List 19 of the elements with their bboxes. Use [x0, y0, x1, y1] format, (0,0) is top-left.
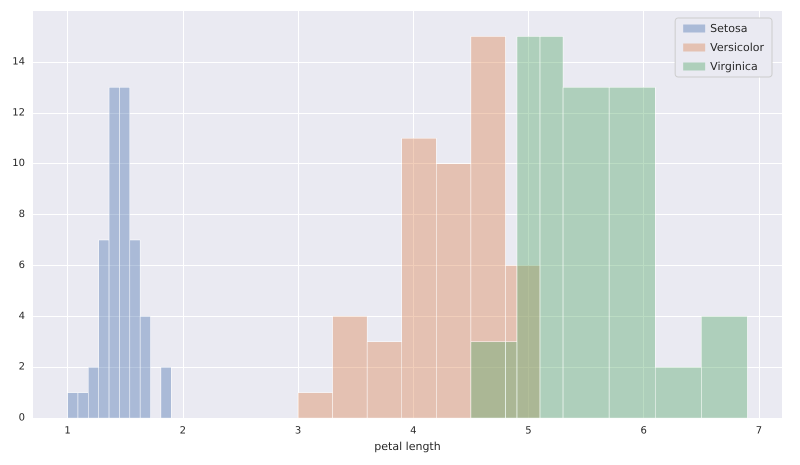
y-tick-label: 6 — [18, 260, 25, 271]
x-tick-label: 5 — [525, 426, 532, 437]
x-tick-label: 3 — [294, 426, 302, 437]
y-tick-label: 12 — [12, 107, 25, 118]
x-tick-label: 4 — [410, 426, 416, 437]
y-tick-label: 2 — [18, 362, 25, 373]
x-axis-title: petal length — [374, 440, 441, 453]
y-tick-label: 0 — [18, 412, 25, 424]
y-tick-label: 4 — [18, 310, 25, 322]
legend-label: Virginica — [710, 60, 758, 73]
x-tick-label: 1 — [64, 426, 71, 437]
y-tick-label: 8 — [18, 209, 25, 220]
legend-label: Versicolor — [710, 41, 764, 54]
y-tick-label: 10 — [12, 158, 25, 170]
x-tick-label: 7 — [756, 426, 762, 437]
legend-label: Setosa — [710, 22, 748, 35]
x-tick-label: 2 — [180, 426, 186, 437]
y-tick-label: 14 — [12, 56, 25, 68]
x-tick-label: 6 — [640, 426, 647, 437]
